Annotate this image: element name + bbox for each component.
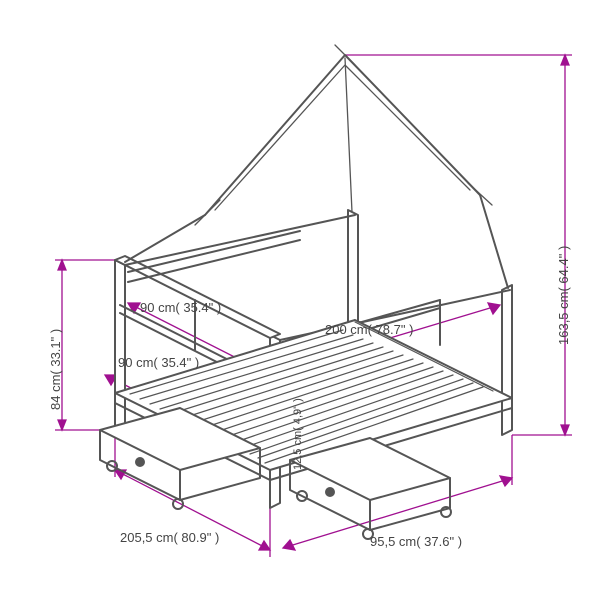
diagram-container: 84 cm( 33.1" ) 90 cm( 35.4" ) 90 cm( 35.… [0,0,600,600]
label-drawer-height: 12,5 cm( 4,9" ) [292,398,304,470]
dimension-lines [55,55,572,557]
label-inner-length: 200 cm( 78.7" ) [325,322,413,337]
label-total-height: 163,5 cm( 64.4" ) [556,246,571,345]
bed-frame-diagram [0,0,600,600]
bed-frame [100,45,512,539]
label-outer-length: 205,5 cm( 80.9" ) [120,530,219,545]
drawer-2 [290,438,451,539]
label-drawer-width: 90 cm( 35.4" ) [118,355,199,370]
label-height-left: 84 cm( 33.1" ) [48,329,63,410]
label-outer-width: 95,5 cm( 37.6" ) [370,534,462,549]
label-inner-width: 90 cm( 35.4" ) [140,300,221,315]
